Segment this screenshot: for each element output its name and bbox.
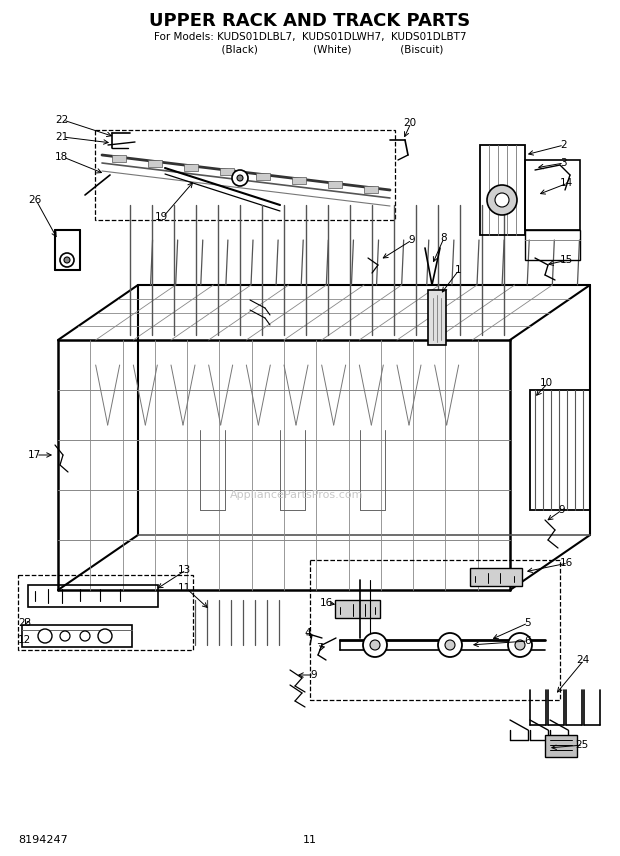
Circle shape: [80, 631, 90, 641]
Text: 11: 11: [178, 583, 191, 593]
Text: 5: 5: [524, 618, 531, 628]
Circle shape: [445, 640, 455, 650]
Text: For Models: KUDS01DLBL7,  KUDS01DLWH7,  KUDS01DLBT7: For Models: KUDS01DLBL7, KUDS01DLWH7, KU…: [154, 32, 466, 42]
Text: (Black)                 (White)               (Biscuit): (Black) (White) (Biscuit): [176, 44, 444, 54]
Text: 4: 4: [304, 628, 311, 638]
Text: 10: 10: [540, 378, 553, 388]
Bar: [310, 560, 560, 700]
Text: AppliancePartsPros.com: AppliancePartsPros.com: [230, 490, 363, 500]
Text: 9: 9: [310, 670, 317, 680]
Bar: [28, 585, 158, 607]
Text: 9: 9: [408, 235, 415, 245]
Circle shape: [38, 629, 52, 643]
Text: 8194247: 8194247: [18, 835, 68, 845]
Bar: [525, 230, 580, 260]
Text: 8: 8: [440, 233, 446, 243]
Text: 23: 23: [18, 618, 31, 628]
Bar: [328, 181, 342, 188]
Bar: [530, 390, 590, 510]
Text: 9: 9: [558, 505, 565, 515]
Circle shape: [60, 631, 70, 641]
Text: 16: 16: [560, 558, 574, 568]
Text: 22: 22: [55, 115, 68, 125]
Circle shape: [438, 633, 462, 657]
Text: 15: 15: [560, 255, 574, 265]
Text: 12: 12: [18, 635, 31, 645]
Bar: [292, 177, 306, 184]
Text: 14: 14: [560, 178, 574, 188]
Bar: [335, 600, 380, 618]
Text: 25: 25: [575, 740, 588, 750]
Circle shape: [508, 633, 532, 657]
Circle shape: [363, 633, 387, 657]
Bar: [184, 164, 198, 171]
Bar: [95, 130, 395, 220]
Bar: [148, 159, 162, 167]
Bar: [428, 290, 446, 345]
Circle shape: [237, 175, 243, 181]
Text: 17: 17: [28, 450, 42, 460]
Text: 24: 24: [576, 655, 589, 665]
Text: 21: 21: [55, 132, 68, 142]
Text: UPPER RACK AND TRACK PARTS: UPPER RACK AND TRACK PARTS: [149, 12, 471, 30]
Text: 6: 6: [524, 636, 531, 646]
Text: 1: 1: [455, 265, 462, 275]
Circle shape: [495, 193, 509, 207]
Circle shape: [232, 170, 248, 186]
Bar: [480, 145, 525, 235]
Text: 13: 13: [178, 565, 191, 575]
Bar: [112, 155, 126, 162]
Circle shape: [60, 253, 74, 267]
Circle shape: [515, 640, 525, 650]
Circle shape: [487, 185, 517, 215]
Bar: [256, 173, 270, 180]
Bar: [364, 186, 378, 193]
Text: 16: 16: [320, 598, 334, 608]
Circle shape: [64, 257, 70, 263]
Bar: [220, 169, 234, 175]
Bar: [22, 625, 132, 647]
Circle shape: [98, 629, 112, 643]
Bar: [525, 160, 580, 230]
Circle shape: [370, 640, 380, 650]
Text: 26: 26: [28, 195, 42, 205]
Bar: [470, 568, 522, 586]
Text: 11: 11: [303, 835, 317, 845]
Text: 2: 2: [560, 140, 567, 150]
Text: 20: 20: [403, 118, 416, 128]
Text: 18: 18: [55, 152, 68, 162]
Text: 7: 7: [316, 643, 322, 653]
Bar: [18, 575, 193, 650]
Text: 3: 3: [560, 158, 567, 168]
Text: 19: 19: [155, 212, 168, 222]
Bar: [545, 735, 577, 757]
